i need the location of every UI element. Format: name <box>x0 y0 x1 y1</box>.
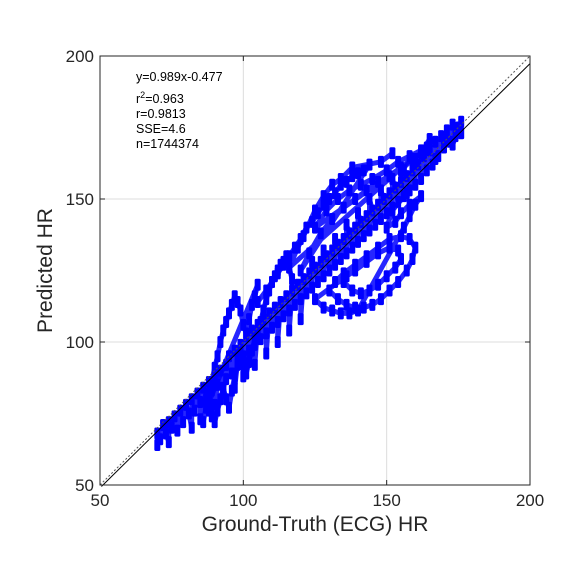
n-text: n=1744374 <box>136 137 199 151</box>
x-tick-label: 100 <box>229 491 257 510</box>
y-axis-label: Predicted HR <box>34 208 57 333</box>
tick-marks <box>99 55 531 486</box>
plot-area <box>99 55 531 487</box>
r-squared-value: =0.963 <box>145 92 184 106</box>
r-squared-exponent: 2 <box>140 90 145 100</box>
axes-box <box>99 55 531 486</box>
x-axis-label: Ground-Truth (ECG) HR <box>202 513 429 536</box>
tick-labels: 50 100 150 200 50 100 150 200 <box>66 47 545 510</box>
data-trace <box>255 147 424 305</box>
identity-line <box>99 55 531 486</box>
x-tick-label: 200 <box>516 491 544 510</box>
data-trace <box>200 253 295 425</box>
series-left-excursions <box>200 250 296 429</box>
series-main-diagonal-band <box>154 115 465 451</box>
r-squared-base: r <box>136 92 140 106</box>
y-tick-label: 150 <box>66 190 94 209</box>
x-tick-label: 50 <box>91 491 110 510</box>
data-trace <box>312 190 424 316</box>
data-points <box>154 115 465 451</box>
y-tick-label: 100 <box>66 333 94 352</box>
x-tick-label: 150 <box>372 491 400 510</box>
r-text: r=0.9813 <box>136 107 186 121</box>
series-lower-loops <box>312 187 425 320</box>
fit-statistics: y=0.989x-0.477 r2=0.963 r=0.9813 SSE=4.6… <box>136 70 223 151</box>
sse-text: SSE=4.6 <box>136 122 186 136</box>
y-tick-label: 50 <box>75 476 94 495</box>
equation-text: y=0.989x-0.477 <box>136 70 223 84</box>
r-squared-text: r2=0.963 <box>136 90 184 106</box>
fit-line <box>101 63 531 487</box>
y-tick-label: 200 <box>66 47 94 66</box>
